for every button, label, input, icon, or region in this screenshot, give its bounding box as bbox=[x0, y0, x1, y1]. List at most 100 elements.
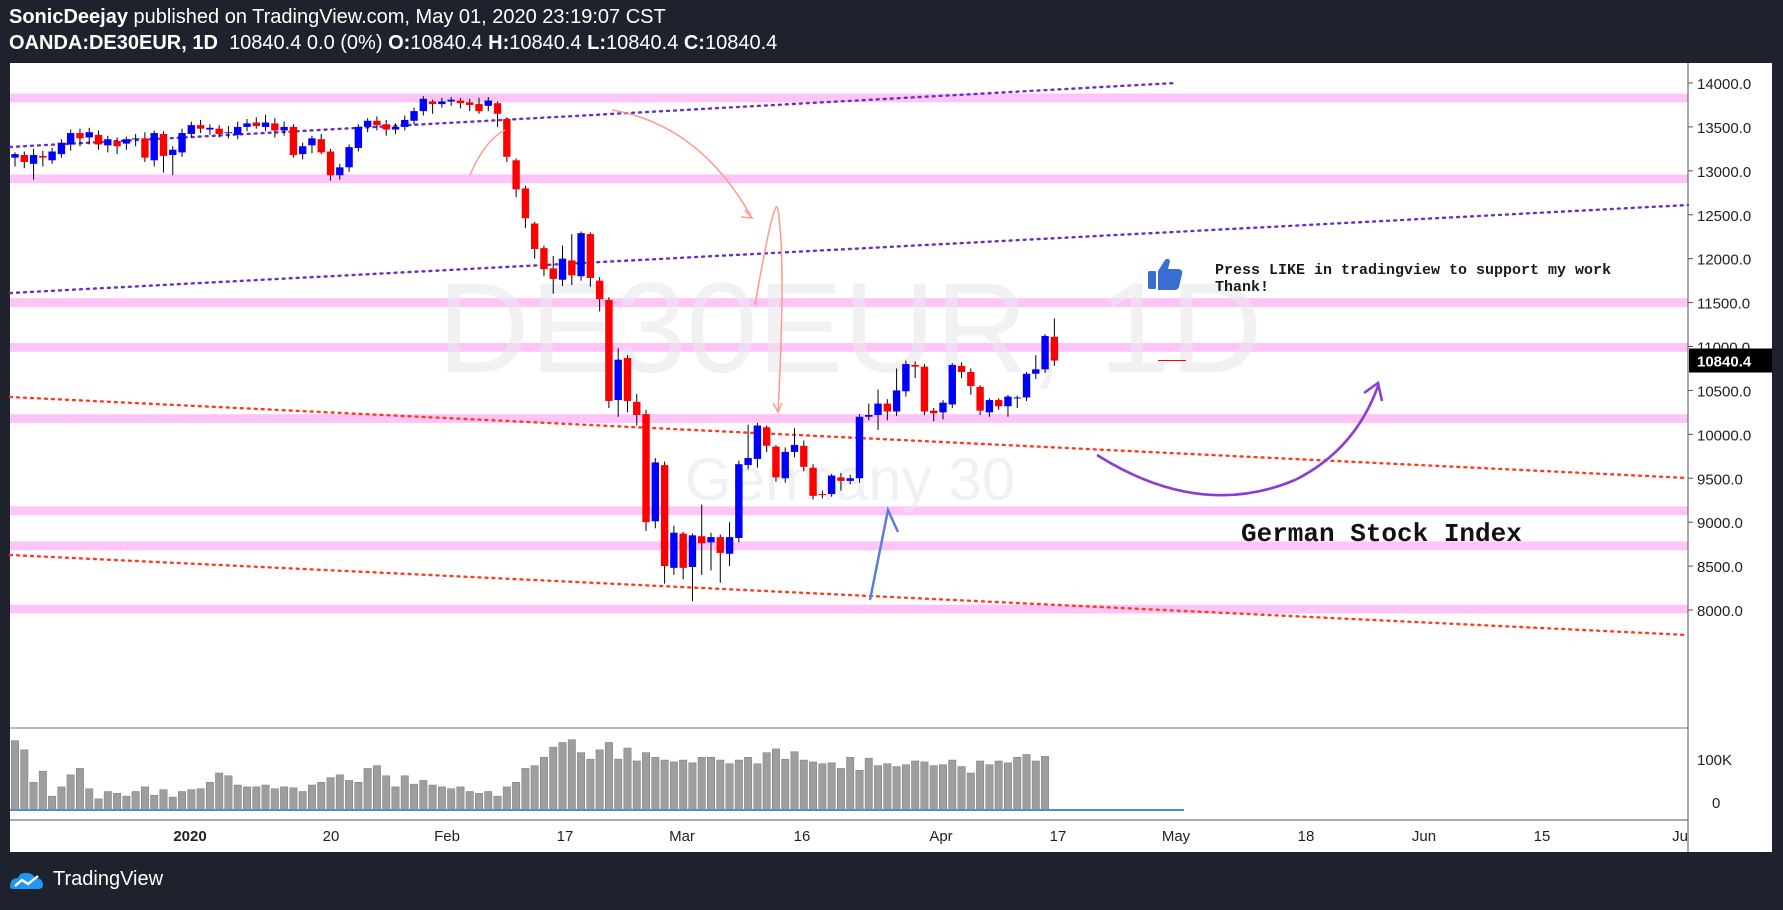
candle bbox=[744, 424, 752, 470]
candle bbox=[447, 97, 455, 106]
candle-body bbox=[781, 451, 789, 479]
volume-bar bbox=[465, 791, 474, 811]
volume-bar bbox=[48, 795, 57, 811]
candle bbox=[1041, 334, 1049, 373]
upper-channel-line bbox=[8, 81, 1177, 149]
candle bbox=[428, 99, 437, 114]
candle bbox=[298, 142, 307, 160]
candle-body bbox=[206, 127, 214, 130]
trend-lines bbox=[8, 81, 1690, 637]
volume-bar bbox=[781, 758, 790, 811]
volume-bar bbox=[512, 782, 521, 811]
candle-body bbox=[484, 100, 492, 106]
candle bbox=[206, 124, 214, 135]
candle bbox=[354, 124, 363, 152]
author-name[interactable]: SonicDeejay bbox=[9, 6, 128, 28]
candle bbox=[410, 107, 418, 125]
candle bbox=[382, 119, 390, 136]
candle bbox=[994, 398, 1003, 410]
candle bbox=[633, 393, 641, 426]
like-annotation[interactable]: Press LIKE in tradingview to support my … bbox=[1148, 258, 1611, 296]
tradingview-footer[interactable]: TradingView bbox=[9, 868, 163, 891]
candle bbox=[493, 101, 502, 127]
candle-body bbox=[382, 124, 390, 130]
candle-body bbox=[976, 386, 984, 411]
price-tick-label: 11500.0 bbox=[1697, 296, 1750, 313]
candle-body bbox=[939, 402, 947, 413]
candle-body bbox=[725, 537, 734, 554]
volume-bar bbox=[901, 764, 910, 811]
volume-bar bbox=[818, 763, 827, 811]
footer-brand: TradingView bbox=[53, 868, 164, 890]
volume-bar bbox=[196, 788, 205, 811]
candle bbox=[215, 125, 223, 138]
zone-band bbox=[10, 506, 1688, 516]
watermark-main: DE30EUR, 1D bbox=[437, 257, 1262, 400]
volume-bar bbox=[660, 759, 669, 811]
candle-body bbox=[169, 149, 177, 156]
volume-bar bbox=[224, 775, 233, 811]
price-tick-label: 14000.0 bbox=[1697, 76, 1751, 93]
candle-body bbox=[568, 260, 576, 276]
candle-body bbox=[633, 401, 641, 416]
candle-body bbox=[512, 160, 520, 190]
zone-band bbox=[10, 541, 1688, 551]
candle bbox=[85, 127, 93, 145]
candle bbox=[614, 348, 622, 417]
candle bbox=[1022, 371, 1031, 401]
candle-body bbox=[948, 364, 956, 405]
volume-bar bbox=[94, 798, 103, 811]
price-tick-label: 12000.0 bbox=[1697, 252, 1751, 269]
candle bbox=[781, 447, 789, 483]
price-tick-label: 10500.0 bbox=[1697, 383, 1751, 400]
candle-body bbox=[94, 134, 103, 145]
candle bbox=[475, 97, 483, 114]
zone-band bbox=[10, 93, 1688, 103]
price-tick-label: 10000.0 bbox=[1697, 427, 1751, 444]
candle bbox=[762, 425, 771, 452]
volume-bar bbox=[261, 784, 270, 811]
candle-body bbox=[707, 537, 715, 543]
candle bbox=[104, 135, 112, 153]
time-tick-label: Jun bbox=[1412, 828, 1436, 845]
candle bbox=[11, 152, 19, 167]
candle-body bbox=[577, 233, 585, 277]
candle bbox=[1004, 394, 1012, 417]
candle bbox=[568, 234, 576, 286]
candle-body bbox=[670, 532, 678, 568]
candle bbox=[289, 124, 298, 158]
candle-body bbox=[48, 151, 56, 161]
candle-body bbox=[76, 133, 84, 139]
candle-body bbox=[29, 155, 38, 164]
candle bbox=[530, 221, 539, 259]
projection-arrow bbox=[1096, 385, 1380, 497]
volume-bar bbox=[159, 789, 168, 811]
zone-band bbox=[10, 298, 1688, 307]
time-tick-label: Mar bbox=[669, 828, 695, 845]
volume-bar bbox=[391, 786, 400, 811]
candle-body bbox=[252, 122, 260, 127]
candle-body bbox=[317, 139, 325, 153]
candle-body bbox=[1022, 373, 1031, 398]
candle-body bbox=[196, 125, 205, 129]
candle bbox=[159, 131, 168, 173]
volume-bar bbox=[131, 791, 140, 811]
candle bbox=[586, 232, 595, 287]
candle-body bbox=[104, 139, 112, 146]
price-tick-label: 9000.0 bbox=[1697, 515, 1743, 532]
volume-bar bbox=[549, 746, 558, 811]
volume-bar bbox=[586, 758, 595, 811]
german-stock-index-title: German Stock Index bbox=[1241, 519, 1522, 549]
volume-bar bbox=[85, 788, 94, 811]
candle bbox=[605, 297, 613, 408]
decline-arrow-lower bbox=[754, 206, 783, 413]
candle-body bbox=[141, 138, 149, 158]
candlesticks bbox=[11, 96, 1059, 602]
thumbs-up-icon bbox=[1148, 258, 1183, 290]
candle-body bbox=[391, 126, 400, 130]
candle bbox=[373, 116, 381, 131]
candle bbox=[790, 428, 799, 458]
volume-bar bbox=[1041, 756, 1050, 811]
volume-bar bbox=[966, 772, 975, 811]
